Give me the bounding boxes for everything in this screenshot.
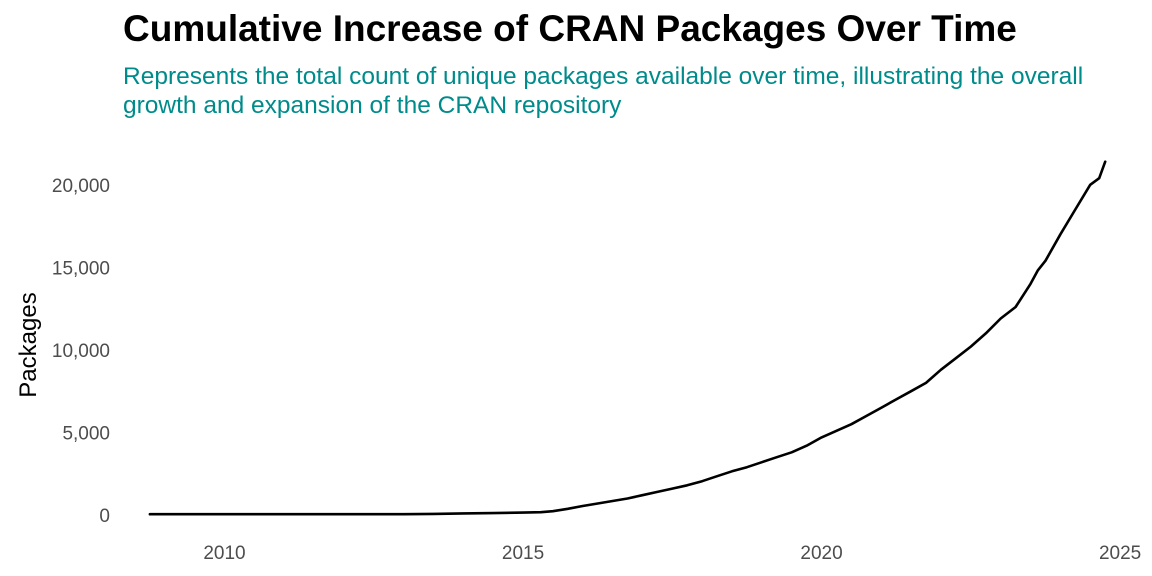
y-tick-label: 10,000: [52, 341, 110, 362]
x-tick-label: 2025: [1099, 543, 1141, 564]
chart-title: Cumulative Increase of CRAN Packages Ove…: [123, 8, 1017, 49]
y-axis-label: Packages: [15, 292, 42, 397]
y-tick-label: 20,000: [52, 176, 110, 197]
chart-subtitle: Represents the total count of unique pac…: [123, 63, 1084, 119]
series-layer: [148, 160, 1107, 516]
x-tick-label: 2015: [502, 543, 544, 564]
series-line: [148, 160, 1107, 516]
y-tick-label: 0: [99, 506, 110, 527]
y-tick-label: 5,000: [62, 423, 110, 444]
x-tick-label: 2010: [203, 543, 245, 564]
x-tick-label: 2020: [800, 543, 842, 564]
y-tick-label: 15,000: [52, 258, 110, 279]
y-axis-ticks: 0 5,000 10,000 15,000 20,000: [52, 176, 110, 527]
x-axis-ticks: 2010 2015 2020 2025: [203, 543, 1141, 564]
